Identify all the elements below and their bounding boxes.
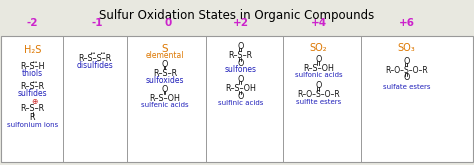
Text: R–O–S–O–R: R–O–S–O–R [385, 66, 428, 75]
Text: sulfonic acids: sulfonic acids [295, 72, 342, 78]
Text: sulfides: sulfides [18, 89, 47, 98]
Text: -1: -1 [91, 18, 103, 28]
Text: R–S–OH: R–S–OH [149, 94, 181, 103]
Text: Sulfur Oxidation States in Organic Compounds: Sulfur Oxidation States in Organic Compo… [100, 9, 374, 22]
Text: R–S–OH: R–S–OH [303, 64, 334, 73]
Text: R–S–R: R–S–R [153, 69, 177, 78]
Text: O: O [237, 42, 244, 51]
Text: O: O [315, 81, 322, 90]
Text: -2: -2 [27, 18, 38, 28]
Text: elemental: elemental [146, 51, 184, 60]
Text: S: S [162, 44, 168, 54]
Text: ⊕: ⊕ [31, 97, 37, 106]
Text: O: O [403, 57, 410, 66]
Text: ••: •• [99, 51, 106, 56]
Text: ••: •• [31, 80, 37, 84]
Text: O: O [162, 85, 168, 94]
Text: sulfate esters: sulfate esters [383, 84, 430, 90]
Text: O: O [237, 75, 244, 84]
Text: sulfones: sulfones [225, 65, 257, 74]
Text: R–S–S–R: R–S–S–R [78, 54, 111, 63]
Text: sulfonium ions: sulfonium ions [7, 122, 58, 128]
Text: ••: •• [89, 51, 96, 56]
Text: R–S–OH: R–S–OH [225, 84, 256, 93]
Text: R–S–R: R–S–R [20, 82, 44, 91]
Text: +2: +2 [233, 18, 249, 28]
Text: O: O [237, 59, 244, 67]
Text: sulfinic acids: sulfinic acids [218, 100, 264, 106]
Text: ••: •• [31, 60, 37, 65]
Text: O: O [403, 73, 410, 82]
Text: O: O [162, 60, 168, 69]
Text: O: O [237, 92, 244, 100]
Text: +4: +4 [310, 18, 327, 28]
Text: sulfoxides: sulfoxides [146, 76, 184, 84]
Text: sulfenic acids: sulfenic acids [141, 102, 189, 108]
Text: +6: +6 [399, 18, 415, 28]
Text: R–S–R: R–S–R [229, 51, 253, 60]
Text: SO₃: SO₃ [398, 43, 416, 53]
Text: O: O [315, 55, 322, 64]
Text: disulfides: disulfides [76, 61, 113, 70]
Text: R–S–H: R–S–H [20, 62, 45, 71]
Text: 0: 0 [164, 18, 172, 28]
Text: R: R [29, 114, 35, 122]
Bar [1, 36, 473, 162]
Text: R–O–S–O–R: R–O–S–O–R [297, 90, 340, 99]
Text: thiols: thiols [22, 69, 43, 78]
Text: sulfite esters: sulfite esters [296, 99, 341, 105]
Text: R–S–R: R–S–R [20, 104, 44, 113]
Text: SO₂: SO₂ [310, 43, 328, 53]
Text: H₂S: H₂S [24, 45, 41, 54]
